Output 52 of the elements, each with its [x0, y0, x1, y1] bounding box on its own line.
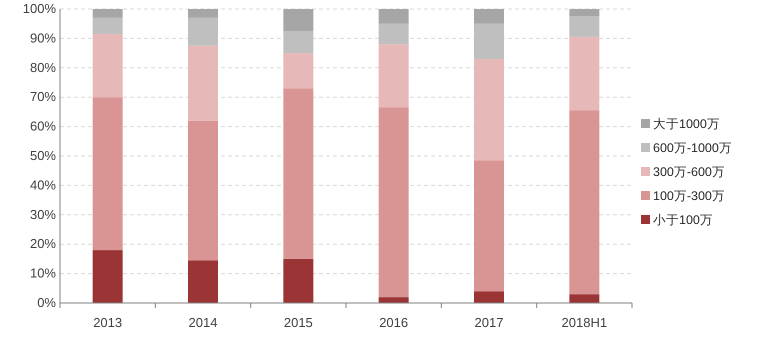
x-tick-label: 2014: [188, 315, 218, 330]
y-tick-label: 30%: [30, 206, 56, 222]
bar: [569, 294, 600, 303]
legend-label: 100万-300万: [653, 189, 725, 203]
bar: [92, 18, 123, 34]
x-tick-label: 2018H1: [562, 315, 608, 330]
bar: [569, 16, 600, 37]
bar: [188, 9, 218, 18]
x-tick-label: 2013: [93, 315, 122, 330]
bar: [474, 160, 504, 292]
y-tick-label: 70%: [30, 89, 56, 104]
bar: [188, 120, 218, 260]
bar: [569, 36, 600, 110]
bar: [188, 46, 218, 121]
legend-label: 大于1000万: [653, 117, 720, 131]
bar: [92, 34, 123, 98]
bar: [283, 31, 314, 54]
x-tick-label: 2017: [474, 315, 504, 330]
y-tick-label: 80%: [30, 60, 56, 75]
bar: [283, 9, 314, 32]
bar: [474, 9, 504, 24]
y-tick-label: 20%: [30, 236, 56, 252]
bar: [283, 88, 314, 259]
y-tick-label: 50%: [30, 148, 56, 163]
bar: [378, 44, 409, 108]
y-tick-label: 90%: [30, 30, 56, 46]
bar: [92, 9, 123, 18]
bar: [474, 24, 504, 59]
legend-label: 300万-600万: [653, 165, 725, 179]
x-tick-label: 2015: [284, 315, 313, 330]
bar: [474, 58, 504, 160]
bar: [474, 291, 504, 303]
bar: [378, 9, 409, 24]
y-tick-label: 100%: [22, 1, 56, 16]
bar: [188, 18, 218, 46]
bar: [569, 9, 600, 16]
bar: [92, 250, 123, 303]
y-tick-label: 10%: [30, 266, 56, 281]
bar: [569, 110, 600, 294]
y-tick-label: 40%: [30, 177, 56, 192]
bar: [283, 258, 314, 303]
bar: [283, 53, 314, 88]
legend-label: 小于100万: [653, 213, 713, 227]
bar: [378, 24, 409, 44]
bar: [378, 297, 409, 303]
bar: [188, 260, 218, 303]
bar: [378, 107, 409, 298]
legend-label: 600万-1000万: [653, 141, 732, 155]
y-tick-label: 0%: [37, 295, 56, 310]
y-tick-label: 60%: [30, 118, 56, 134]
x-tick-label: 2016: [379, 315, 408, 330]
bar: [92, 97, 123, 250]
